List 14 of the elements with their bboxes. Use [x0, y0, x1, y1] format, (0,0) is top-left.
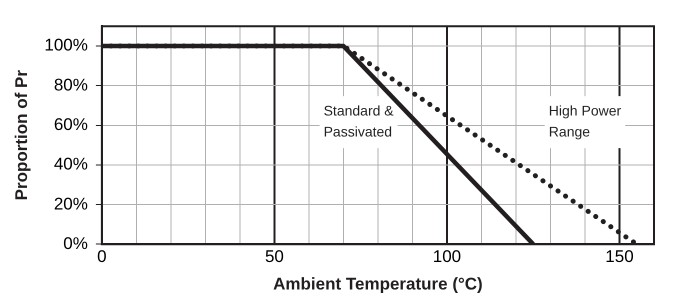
- y-tick-label: 100%: [44, 36, 88, 55]
- x-axis-title: Ambient Temperature (°C): [273, 274, 483, 294]
- x-tick-label: 50: [264, 247, 284, 266]
- y-tick-label: 80%: [54, 75, 88, 94]
- x-tick-label: 0: [97, 247, 107, 266]
- y-tick-label: 60%: [54, 114, 88, 134]
- y-tick-label: 20%: [54, 194, 88, 214]
- y-tick-label: 40%: [54, 154, 88, 174]
- annotation: High Power Range: [548, 102, 622, 140]
- annotation: Standard & Passivated: [324, 102, 394, 140]
- y-tick-label: 0%: [63, 234, 88, 253]
- x-tick-label: 150: [605, 247, 634, 266]
- x-tick-label: 100: [432, 247, 462, 266]
- y-axis-title: Proportion of Pr: [12, 70, 31, 200]
